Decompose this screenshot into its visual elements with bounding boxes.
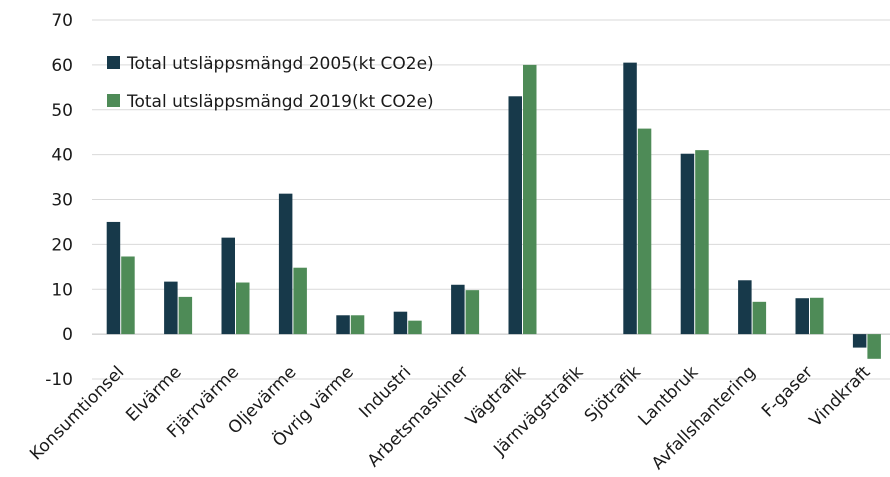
bar-series-1 bbox=[278, 193, 293, 335]
bar-series-2 bbox=[408, 320, 422, 335]
bar-series-1 bbox=[508, 96, 522, 335]
y-tick-label: 60 bbox=[51, 56, 73, 76]
legend-label-series-2005: Total utsläppsmängd 2005(kt CO2e) bbox=[126, 54, 434, 74]
y-tick-label: 50 bbox=[51, 101, 73, 121]
bar-series-2 bbox=[350, 315, 365, 335]
bar-series-2 bbox=[465, 290, 480, 335]
bar-series-1 bbox=[680, 153, 695, 335]
bar-series-1 bbox=[852, 334, 867, 348]
y-axis-tick-labels: -10 0 10 20 30 40 50 60 70 bbox=[45, 11, 73, 390]
bar-series-2 bbox=[637, 128, 652, 335]
y-tick-label: 0 bbox=[62, 325, 73, 345]
bar-series-2 bbox=[236, 282, 250, 335]
legend-swatch-series-2005 bbox=[107, 56, 120, 69]
bar-series-1 bbox=[393, 311, 408, 335]
bar-series-2 bbox=[695, 150, 709, 335]
bar-series-2 bbox=[293, 267, 307, 335]
y-tick-label: -10 bbox=[45, 370, 73, 390]
bar-series-1 bbox=[623, 62, 637, 335]
bar-series-1 bbox=[336, 315, 350, 335]
bar-series-2 bbox=[810, 297, 824, 335]
bar-series-1 bbox=[164, 281, 178, 335]
bar-series-2 bbox=[178, 296, 193, 335]
y-tick-label: 10 bbox=[51, 280, 73, 300]
bar-series-1 bbox=[221, 237, 235, 335]
bar-series-2 bbox=[867, 334, 881, 359]
legend-label-series-2019: Total utsläppsmängd 2019(kt CO2e) bbox=[126, 92, 434, 112]
x-axis-category-labels: KonsumtionselElvärmeFjärrvärmeOljevärmeÖ… bbox=[26, 361, 874, 474]
y-tick-label: 20 bbox=[51, 235, 73, 255]
bar-series-2 bbox=[121, 256, 135, 335]
bar-series-1 bbox=[451, 284, 465, 335]
bar-series-2 bbox=[752, 301, 767, 335]
y-tick-label: 30 bbox=[51, 191, 73, 211]
y-tick-label: 70 bbox=[51, 11, 73, 31]
x-category-label: Vindkraft bbox=[806, 362, 875, 431]
legend-swatch-series-2019 bbox=[107, 94, 120, 107]
bar-series-1 bbox=[738, 280, 752, 335]
bar-series-2 bbox=[523, 64, 537, 335]
x-category-label: F-gaser bbox=[758, 362, 817, 421]
x-category-label: Konsumtionsel bbox=[26, 362, 128, 464]
y-tick-label: 40 bbox=[51, 146, 73, 166]
legend: Total utsläppsmängd 2005(kt CO2e) Total … bbox=[107, 54, 434, 112]
bar-series-1 bbox=[795, 298, 809, 335]
bars bbox=[106, 62, 881, 359]
bar-series-1 bbox=[106, 221, 121, 335]
